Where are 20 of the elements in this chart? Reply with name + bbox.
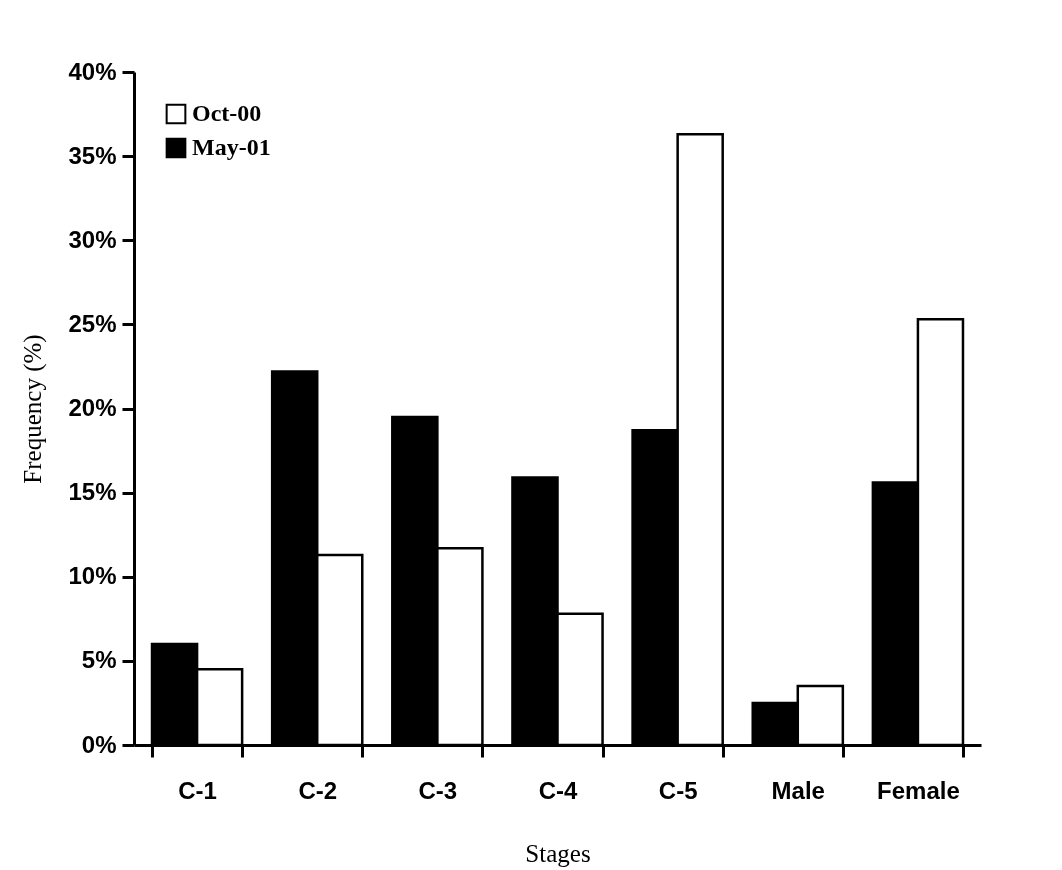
- legend-label: May-01: [192, 134, 271, 160]
- y-axis-title: Frequency (%): [19, 334, 48, 484]
- y-tick-label: 25%: [68, 309, 117, 337]
- y-tick-label: 15%: [68, 478, 117, 506]
- y-tick-label: 35%: [68, 141, 117, 169]
- x-tick-label: C-4: [538, 776, 578, 804]
- y-tick-label: 10%: [68, 562, 117, 590]
- x-tick-label: Male: [771, 776, 825, 804]
- x-axis-title: Stages: [525, 839, 591, 867]
- y-tick-label: 0%: [81, 730, 117, 758]
- x-tick-label: C-3: [418, 776, 458, 804]
- y-tick-label: 40%: [68, 57, 117, 85]
- y-tick-label: 20%: [68, 394, 117, 421]
- legend-label: Oct-00: [192, 100, 262, 126]
- y-tick-label: 5%: [81, 646, 117, 674]
- x-tick-label: C-1: [178, 776, 217, 804]
- x-tick-label: C-5: [658, 776, 698, 804]
- x-tick-label: Female: [877, 776, 960, 804]
- x-tick-label: C-2: [298, 776, 338, 804]
- y-tick-label: 30%: [68, 225, 117, 253]
